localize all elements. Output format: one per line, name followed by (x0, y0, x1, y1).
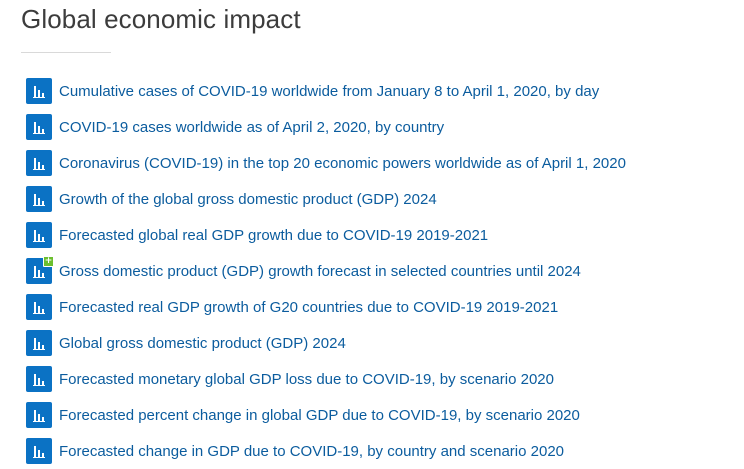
statistic-link[interactable]: Growth of the global gross domestic prod… (59, 190, 437, 208)
statistics-list: Cumulative cases of COVID-19 worldwide f… (26, 73, 626, 469)
bar-chart-icon[interactable] (26, 438, 52, 464)
statistic-link[interactable]: Forecasted real GDP growth of G20 countr… (59, 298, 559, 316)
section-title: Global economic impact (21, 4, 301, 34)
statistic-link[interactable]: Forecasted percent change in global GDP … (59, 406, 580, 424)
bar-chart-plus-icon[interactable]: + (26, 256, 54, 284)
list-item[interactable]: Forecasted percent change in global GDP … (26, 397, 626, 433)
statistic-link[interactable]: Cumulative cases of COVID-19 worldwide f… (59, 82, 600, 100)
statistic-link[interactable]: Forecasted monetary global GDP loss due … (59, 370, 554, 388)
bar-chart-icon[interactable] (26, 78, 52, 104)
bar-chart-icon[interactable] (26, 150, 52, 176)
bar-chart-icon[interactable] (26, 294, 52, 320)
list-item[interactable]: Forecasted global real GDP growth due to… (26, 217, 626, 253)
list-item[interactable]: + Gross domestic product (GDP) growth for… (26, 253, 626, 289)
statistic-link[interactable]: Global gross domestic product (GDP) 2024 (59, 334, 346, 352)
statistic-link[interactable]: COVID-19 cases worldwide as of April 2, … (59, 118, 445, 136)
statistic-link[interactable]: Forecasted global real GDP growth due to… (59, 226, 489, 244)
bar-chart-icon[interactable] (26, 330, 52, 356)
statistic-link[interactable]: Forecasted change in GDP due to COVID-19… (59, 442, 565, 460)
statistic-link[interactable]: Coronavirus (COVID-19) in the top 20 eco… (59, 154, 626, 172)
list-item[interactable]: Cumulative cases of COVID-19 worldwide f… (26, 73, 626, 109)
bar-chart-icon[interactable] (26, 186, 52, 212)
bar-chart-icon[interactable] (26, 222, 52, 248)
list-item[interactable]: Growth of the global gross domestic prod… (26, 181, 626, 217)
title-underline (21, 52, 111, 53)
list-item[interactable]: Global gross domestic product (GDP) 2024 (26, 325, 626, 361)
bar-chart-icon[interactable] (26, 402, 52, 428)
bar-chart-icon[interactable] (26, 366, 52, 392)
statistic-link[interactable]: Gross domestic product (GDP) growth fore… (59, 262, 581, 280)
list-item[interactable]: Coronavirus (COVID-19) in the top 20 eco… (26, 145, 626, 181)
plus-badge-icon: + (43, 256, 54, 267)
list-item[interactable]: Forecasted real GDP growth of G20 countr… (26, 289, 626, 325)
list-item[interactable]: Forecasted monetary global GDP loss due … (26, 361, 626, 397)
list-item[interactable]: Forecasted change in GDP due to COVID-19… (26, 433, 626, 469)
list-item[interactable]: COVID-19 cases worldwide as of April 2, … (26, 109, 626, 145)
bar-chart-icon[interactable] (26, 114, 52, 140)
